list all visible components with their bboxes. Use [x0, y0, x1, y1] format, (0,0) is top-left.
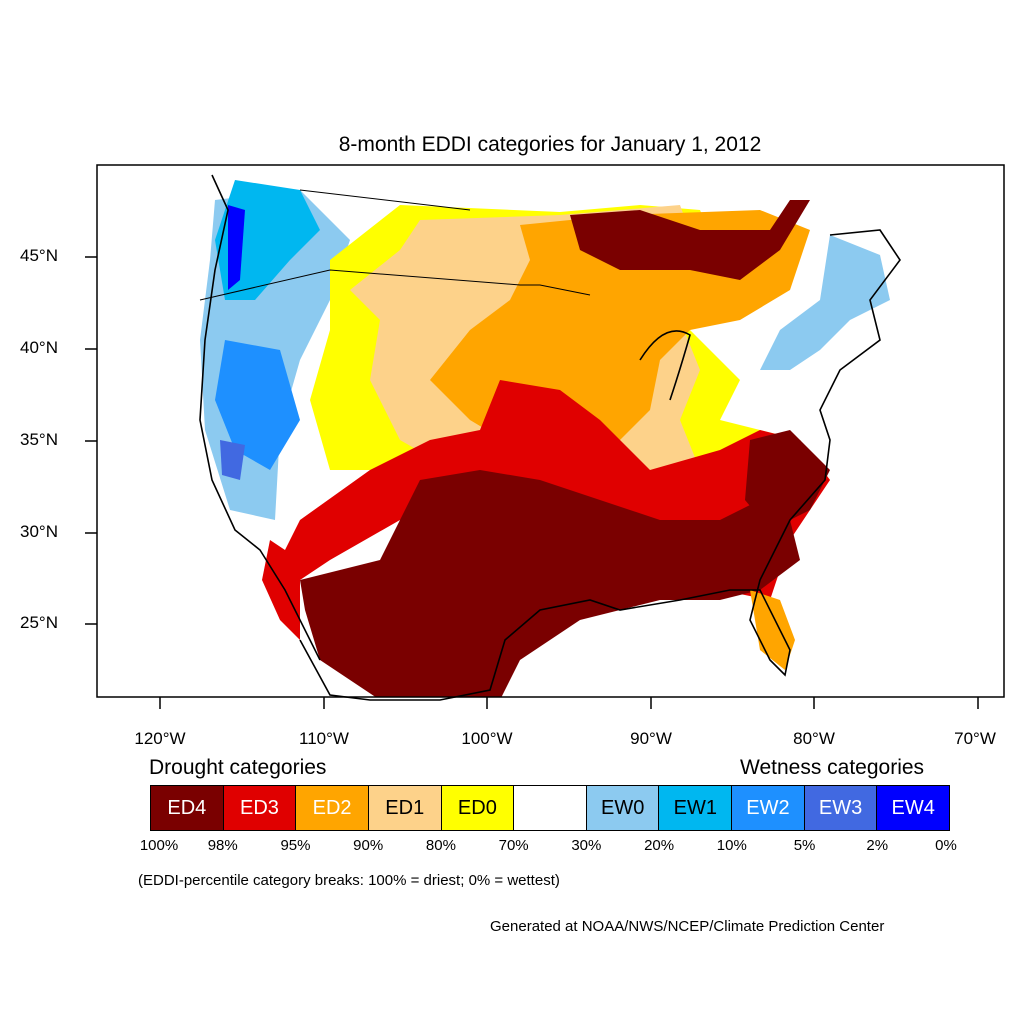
lat-label-40: 40°N [20, 338, 58, 357]
ed2-florida [750, 590, 795, 670]
break-label: 0% [935, 837, 957, 854]
legend-swatch-ew3: EW3 [804, 786, 878, 830]
category-legend: ED4 ED3 ED2 ED1 ED0 EW0 EW1 EW2 EW3 EW4 [150, 785, 950, 831]
drought-heading: Drought categories [149, 756, 327, 779]
lon-label-70w: 70°W [954, 729, 996, 748]
coastline-and-borders [199, 174, 901, 701]
legend-swatch-ed4: ED4 [151, 786, 224, 830]
ed4-north [570, 200, 810, 280]
lon-label-90w: 90°W [630, 729, 672, 748]
ew0-northeast [760, 235, 890, 370]
break-label: 20% [644, 837, 675, 854]
ew1-great-basin [215, 340, 300, 470]
break-label: 90% [353, 837, 384, 854]
legend-swatch-ew1: EW1 [659, 786, 733, 830]
break-label: 100% [139, 837, 179, 854]
map-title: 8-month EDDI categories for January 1, 2… [338, 133, 762, 156]
map-frame [96, 164, 1005, 698]
legend-swatch-ed1: ED1 [368, 786, 442, 830]
category-fields [195, 178, 900, 697]
legend-swatch-none [514, 786, 587, 830]
lon-label-110w: 110°W [299, 729, 349, 748]
break-label: 95% [280, 837, 311, 854]
lat-label-35: 35°N [20, 430, 58, 449]
lat-label-25: 25°N [20, 613, 58, 632]
lon-label-120w: 120°W [134, 729, 186, 748]
break-label: 10% [716, 837, 747, 854]
legend-swatch-ew2: EW2 [732, 786, 805, 830]
category-note: (EDDI-percentile category breaks: 100% =… [138, 872, 560, 889]
lon-label-100w: 100°W [461, 729, 513, 748]
ed4-carolinas [745, 430, 830, 530]
wetness-heading: Wetness categories [740, 756, 925, 779]
legend-swatch-ed3: ED3 [223, 786, 297, 830]
lat-label-45: 45°N [20, 246, 58, 265]
legend-swatch-ed2: ED2 [296, 786, 369, 830]
ed3-baja [262, 540, 300, 640]
break-label: 5% [793, 837, 816, 854]
ed4-south [300, 470, 800, 697]
break-label: 2% [866, 837, 889, 854]
break-label: 70% [498, 837, 529, 854]
ew4-coast [228, 205, 245, 290]
legend-swatch-ed0: ED0 [441, 786, 515, 830]
break-label: 80% [425, 837, 456, 854]
break-label: 98% [207, 837, 238, 854]
lon-label-80w: 80°W [793, 729, 835, 748]
legend-swatch-ew4: EW4 [877, 786, 950, 830]
break-label: 30% [571, 837, 602, 854]
credit-line: Generated at NOAA/NWS/NCEP/Climate Predi… [490, 918, 885, 935]
legend-swatch-ew0: EW0 [586, 786, 660, 830]
lat-label-30: 30°N [20, 522, 58, 541]
ew3-sierra [220, 440, 245, 480]
tick-marks [85, 256, 979, 709]
